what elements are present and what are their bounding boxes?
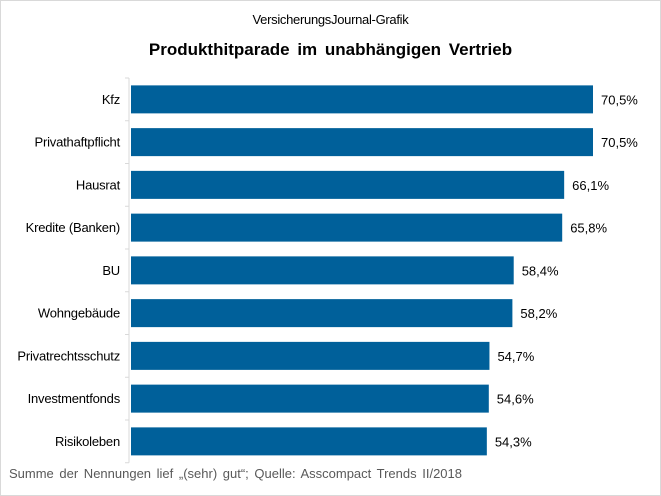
bar [131, 170, 565, 199]
bar [131, 256, 514, 285]
category-label: BU [102, 263, 120, 278]
category-label: Investmentfonds [28, 391, 121, 406]
bar [131, 341, 490, 370]
data-label: 58,4% [522, 263, 559, 278]
chart-title: Produkthitparade im unabhängigen Vertrie… [148, 40, 513, 59]
bar [131, 299, 513, 328]
category-label: Kfz [102, 92, 120, 107]
data-label: 58,2% [520, 306, 557, 321]
category-label: Wohngebäude [38, 306, 120, 321]
bar [131, 213, 563, 242]
data-label: 66,1% [572, 178, 609, 193]
category-label: Kredite (Banken) [26, 220, 120, 235]
category-label: Privatrechtsschutz [17, 348, 120, 363]
data-label: 65,8% [570, 221, 607, 236]
data-label: 54,7% [497, 349, 534, 364]
data-label: 70,5% [601, 92, 638, 107]
category-label: Risikoleben [55, 434, 120, 449]
category-label: Privathaftpflicht [35, 135, 121, 150]
chart-footnote: Summe der Nennungen lief „(sehr) gut“; Q… [9, 466, 462, 481]
bar [131, 85, 593, 114]
data-label: 70,5% [601, 135, 638, 150]
chart-subtitle: VersicherungsJournal-Grafik [252, 12, 409, 27]
data-label: 54,3% [495, 434, 532, 449]
bar [131, 427, 487, 456]
category-label: Hausrat [76, 177, 121, 192]
bar [131, 128, 593, 157]
data-label: 54,6% [497, 392, 534, 407]
bar [131, 384, 489, 413]
